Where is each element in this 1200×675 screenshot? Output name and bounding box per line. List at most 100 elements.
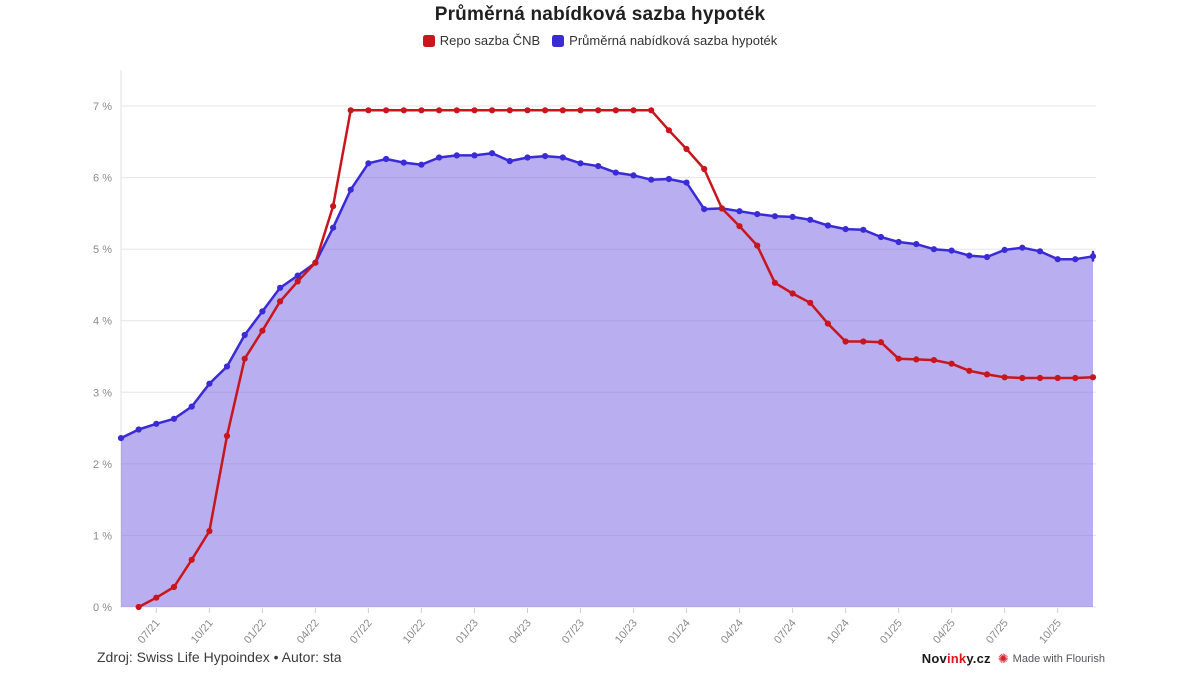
x-axis-tick-label: 10/22 [401,617,428,646]
repo-marker [436,107,443,114]
repo-marker [365,107,372,114]
hypoindex-marker [277,284,284,291]
hypoindex-marker [1036,248,1044,255]
repo-marker [683,145,690,153]
hypoindex-marker [418,161,425,168]
y-axis-tick-label: 2 % [93,459,112,471]
y-axis-tick-label: 6 % [93,173,112,185]
legend-label: Průměrná nabídková sazba hypoték [569,33,778,48]
legend-label: Repo sazba ČNB [439,33,541,48]
repo-marker [542,107,549,114]
hypoindex-marker [771,213,779,220]
hypoindex-marker [241,331,248,339]
repo-marker [1036,374,1044,382]
x-axis-tick-label: 07/21 [136,617,163,646]
hypoindex-marker [824,222,832,229]
legend-item-hypoindex[interactable]: Průměrná nabídková sazba hypoték [552,33,777,48]
hypoindex-marker [842,226,849,233]
repo-marker [347,107,354,114]
legend: Repo sazba ČNB Průměrná nabídková sazba … [0,33,1200,48]
hypoindex-marker [559,154,566,161]
flourish-credit-label: Made with Flourish [1012,652,1105,665]
repo-marker [400,107,407,114]
repo-marker [966,367,973,374]
hypoindex-marker [895,238,902,246]
hypoindex-marker [259,308,266,315]
repo-marker [294,278,301,285]
repo-marker [383,107,390,114]
repo-marker [1054,374,1061,382]
hypoindex-marker [347,186,354,193]
hypoindex-marker [577,160,584,167]
repo-marker [1072,374,1079,382]
repo-marker [1089,374,1097,381]
x-axis-tick-label: 07/25 [984,617,1011,646]
hypoindex-marker [506,158,513,165]
repo-marker [1001,374,1008,381]
hypoindex-marker [436,154,443,161]
repo-marker [577,107,584,114]
hypoindex-marker [665,175,673,183]
repo-marker [170,583,178,591]
x-axis-tick-label: 10/21 [189,617,216,646]
novinky-logo[interactable]: Novinky.cz [921,651,991,666]
repo-marker [718,205,726,212]
repo-marker [860,338,867,345]
legend-swatch-blue [552,34,565,47]
repo-marker [153,594,160,601]
chart-title: Průměrná nabídková sazba hypoték [434,4,766,25]
repo-marker [630,107,637,114]
repo-marker [913,356,920,363]
repo-marker [824,320,832,327]
hypoindex-marker [807,216,814,223]
hypoindex-marker [966,252,973,259]
y-axis-tick-label: 7 % [93,101,112,113]
repo-marker [648,107,655,114]
repo-marker [524,107,531,114]
flourish-credit[interactable]: ✺ Made with Flourish [998,652,1105,665]
hypoindex-marker [153,420,160,427]
repo-marker [277,298,284,305]
y-axis-tick-label: 0 % [93,602,112,614]
repo-marker [188,556,195,563]
hypoindex-marker [630,172,637,179]
repo-marker [595,107,602,114]
hypoindex-marker [453,152,460,159]
repo-marker [206,528,213,535]
hypoindex-endcap [1091,250,1095,262]
hypoindex-marker [294,272,301,279]
repo-marker [789,290,796,297]
repo-marker [223,432,231,439]
hypoindex-marker [330,224,337,231]
repo-marker [983,371,991,378]
repo-marker [135,603,142,611]
hypoindex-marker [683,179,690,186]
x-axis-tick-label: 10/24 [825,617,852,646]
x-axis-tick-label: 01/25 [878,617,905,646]
x-axis-tick-label: 01/23 [454,617,481,646]
repo-marker [330,203,337,210]
repo-marker [754,242,761,249]
legend-swatch-red [422,34,435,47]
hypoindex-area [121,153,1093,607]
y-axis-tick-label: 4 % [93,316,112,328]
repo-marker [948,360,955,367]
hypoindex-marker [135,426,142,433]
repo-marker [771,279,779,286]
x-axis-tick-label: 04/24 [719,617,746,646]
hypoindex-marker [789,213,796,220]
x-axis-tick-label: 04/23 [507,617,534,646]
hypoindex-marker [489,150,496,157]
hypoindex-marker [754,211,761,218]
legend-item-repo-sazba[interactable]: Repo sazba ČNB [422,33,541,48]
hypoindex-marker [612,169,619,176]
hypoindex-marker [595,163,602,170]
repo-marker [895,355,902,362]
repo-marker [506,107,513,114]
repo-marker [559,107,566,114]
repo-marker [736,223,743,230]
repo-marker [453,107,460,114]
hypoindex-marker [983,253,991,261]
